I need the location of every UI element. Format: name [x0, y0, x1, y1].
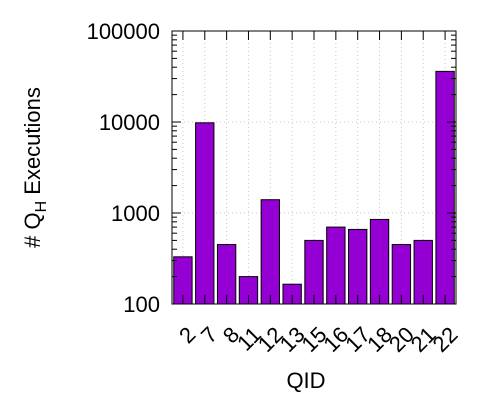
y-axis-title-prefix: # Q [20, 212, 45, 247]
x-tick-label: 22 [428, 322, 463, 357]
y-tick-label: 10000 [99, 110, 160, 135]
bar-15 [304, 239, 324, 305]
x-tick-label: 7 [196, 322, 222, 348]
y-axis-title: # QH Executions [20, 87, 50, 248]
y-tick-label: 100000 [87, 19, 160, 44]
y-tick-label: 1000 [111, 201, 160, 226]
y-tick-labels: 100 1000 10000 100000 [87, 19, 160, 317]
bar-21 [413, 239, 433, 305]
y-axis-title-suffix: Executions [20, 87, 45, 201]
bar-7 [195, 122, 215, 305]
bar-16 [326, 226, 346, 305]
bar-22 [435, 70, 455, 305]
bar-17 [348, 228, 368, 305]
bar-12 [260, 199, 280, 305]
y-axis-title-subscript: H [33, 201, 50, 213]
bar-18 [369, 218, 390, 305]
tick-marks [172, 30, 456, 305]
x-axis-title: QID [286, 368, 325, 393]
x-tick-label: 2 [174, 322, 200, 348]
y-tick-label: 100 [123, 292, 160, 317]
